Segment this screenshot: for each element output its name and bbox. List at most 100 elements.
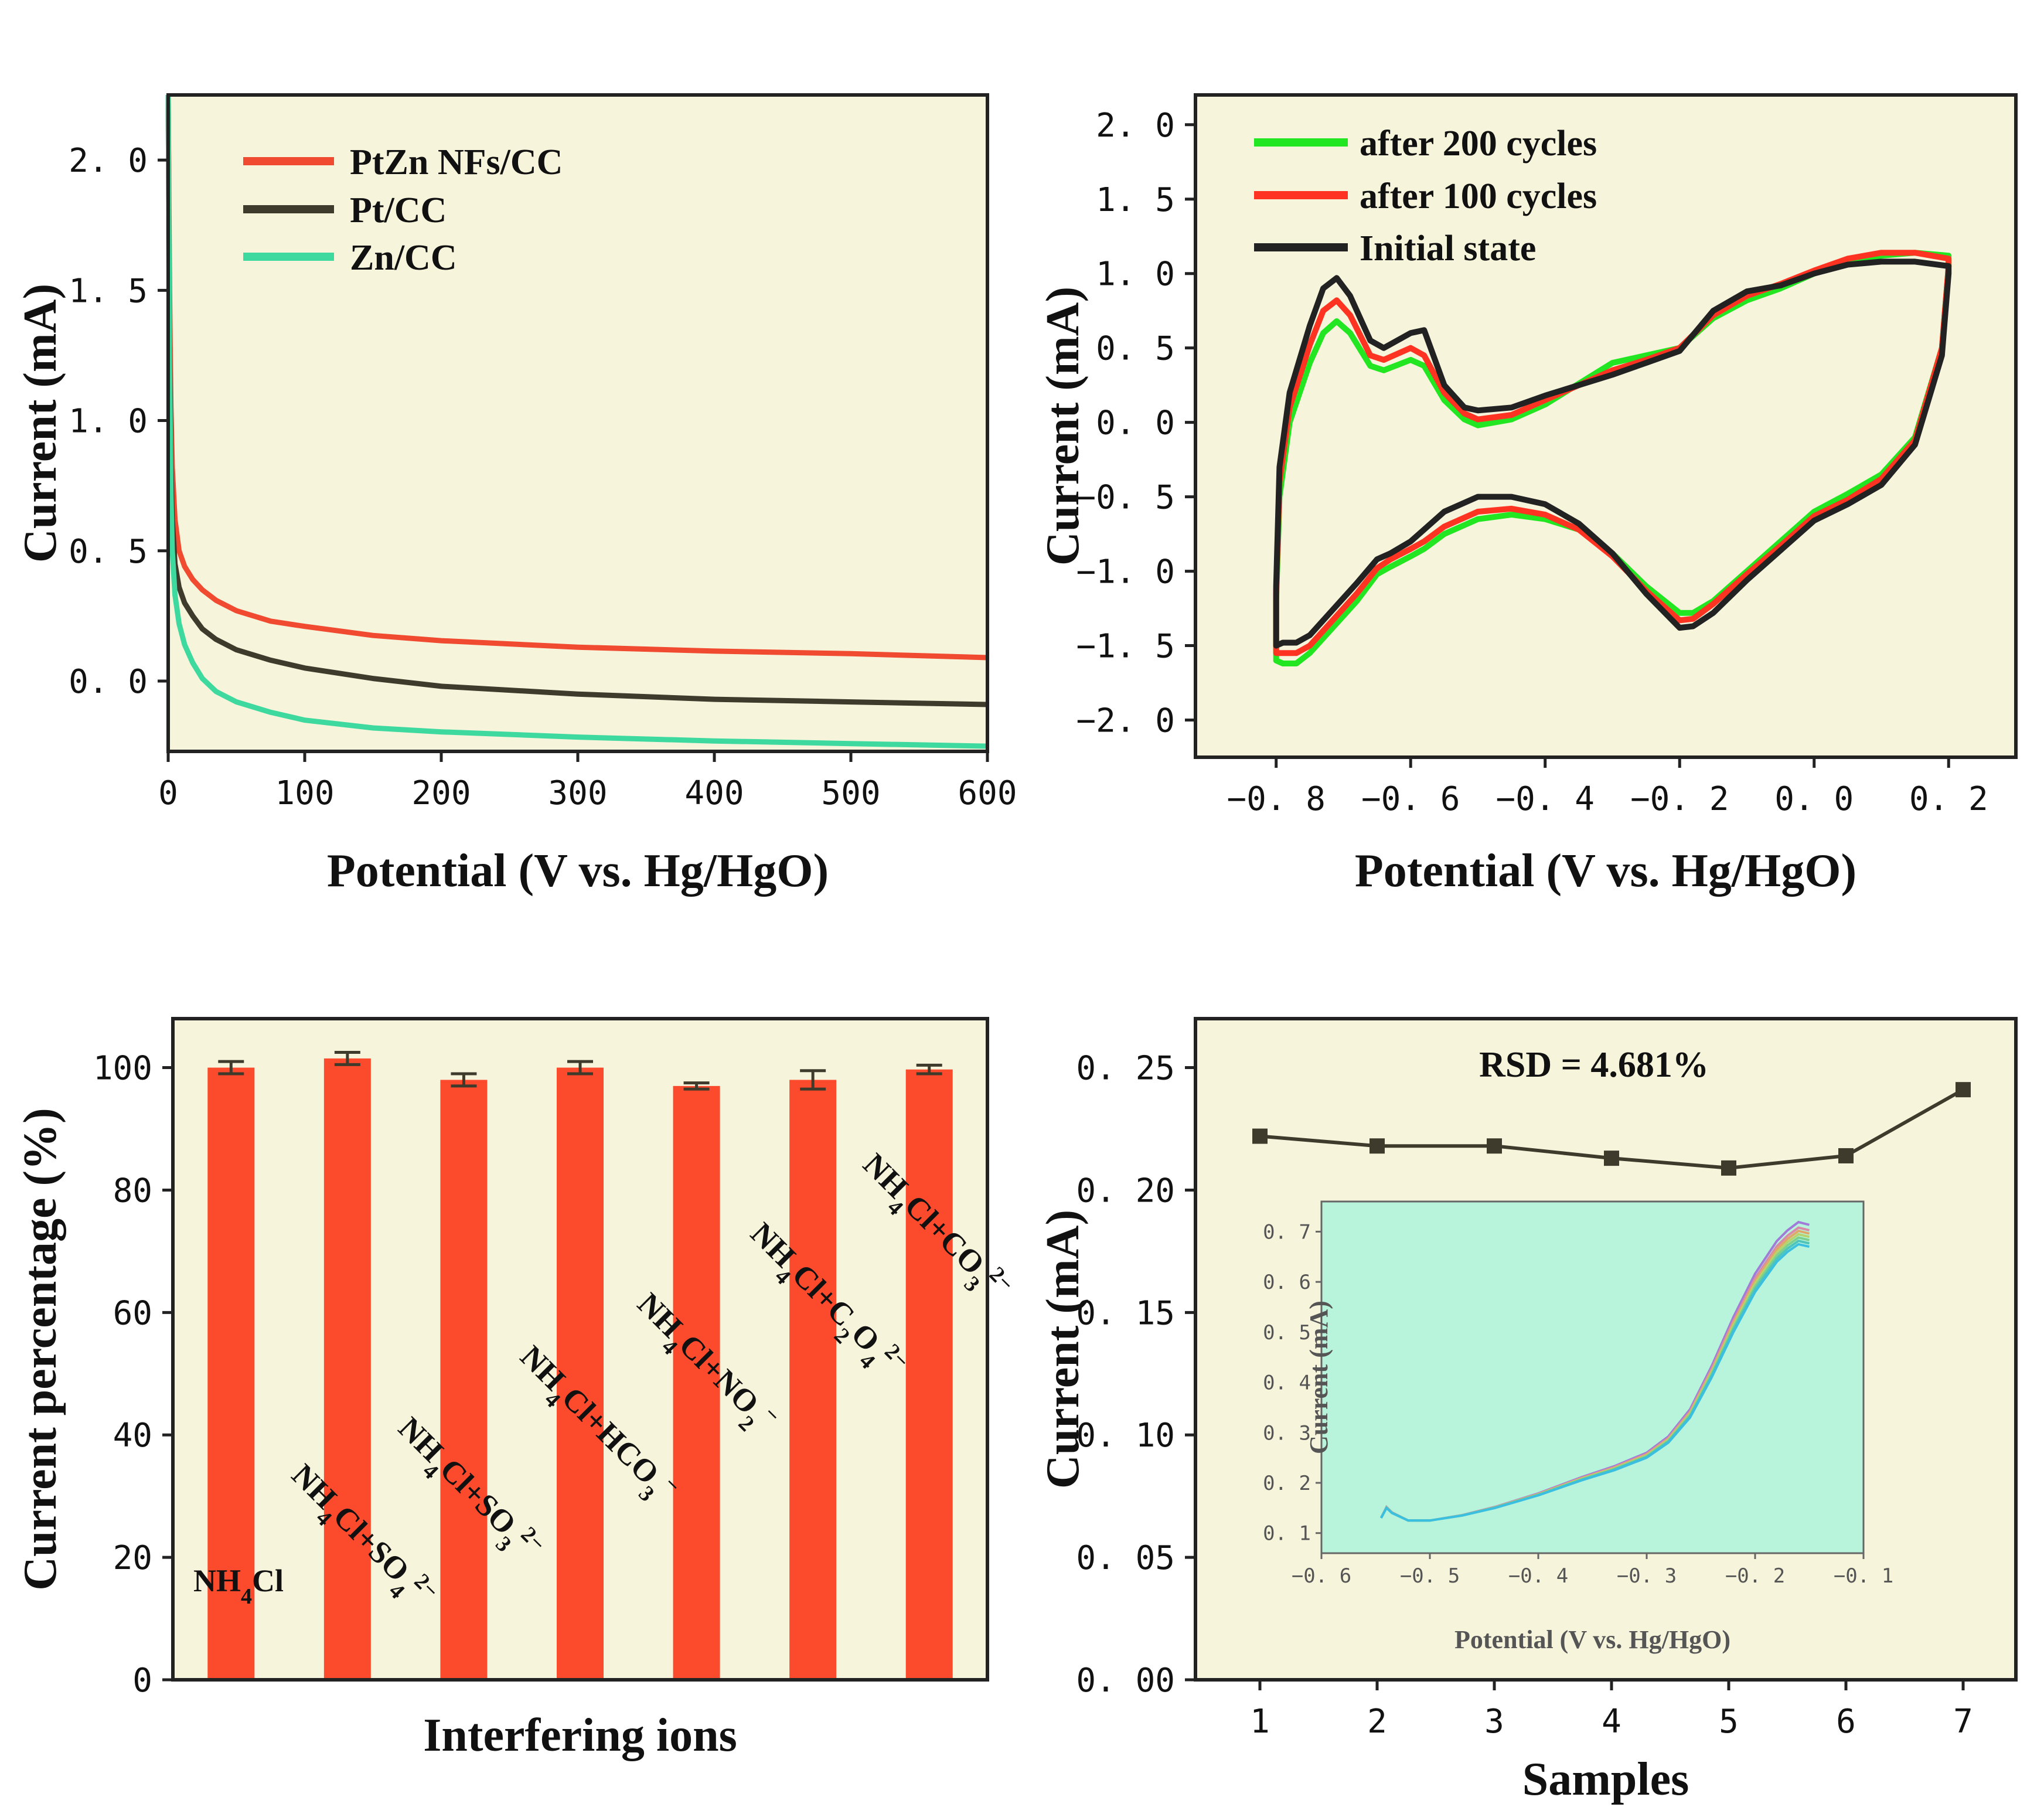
panel-a-legend-label-2: Pt/CC [350, 190, 447, 230]
panel-a-legend-label-1: PtZn NFs/CC [350, 142, 563, 182]
panel-a-y-tick-label: 1. 5 [69, 272, 148, 310]
panel-b-legend-label-3: Initial state [1360, 229, 1536, 268]
panel-c-bar-4 [557, 1067, 604, 1680]
panel-c-bar-3 [440, 1080, 488, 1680]
panel-b-x-tick-label: 0. 2 [1909, 780, 1988, 818]
panel-d-y-tick-label: 0. 25 [1076, 1050, 1175, 1088]
panel-a-plot-area [168, 95, 987, 751]
panel-c-x-axis-label: Interfering ions [423, 1710, 737, 1761]
panel-d-inset-y-tick-label: 0. 3 [1263, 1421, 1311, 1445]
panel-b-y-axis-label: Current (mA) [1037, 287, 1089, 566]
panel-b-x-tick-label: −0. 2 [1630, 780, 1729, 818]
panel-c-bar-6 [789, 1080, 837, 1680]
panel-a-x-axis-label: Potential (V vs. Hg/HgO) [327, 845, 829, 897]
panel-b-legend-label-2: after 100 cycles [1360, 176, 1597, 216]
panel-b-y-tick-label: −1. 5 [1076, 628, 1175, 666]
panel-a-x-tick-label: 500 [821, 774, 880, 812]
panel-a-series-line-3 [165, 94, 988, 749]
panel-d-inset-x-tick-label: −0. 4 [1508, 1564, 1568, 1588]
panel-b-y-tick-label: −1. 0 [1076, 553, 1175, 591]
panel-d-y-tick-label: 0. 05 [1076, 1539, 1175, 1577]
panel-c-y-tick-label: 0 [132, 1662, 152, 1700]
panel-d-inset-x-tick-label: −0. 3 [1617, 1564, 1677, 1588]
panel-d-data-point-6 [1838, 1148, 1854, 1163]
panel-b-x-tick-label: 0. 0 [1774, 780, 1854, 818]
panel-d-inset-x-tick-label: −0. 5 [1400, 1564, 1460, 1588]
panel-d-inset-series-line-1 [1380, 1243, 1810, 1522]
panel-a-x-tick-label: 200 [411, 774, 471, 812]
panel-d-data-point-5 [1721, 1160, 1736, 1176]
panel-c-annotation-part: 2− [984, 1262, 1018, 1296]
panel-c-bar-2 [323, 1058, 371, 1680]
panel-d-x-tick-label: 7 [1953, 1703, 1973, 1741]
panel-d-x-tick-label: 6 [1836, 1703, 1856, 1741]
panel-c-category-label-1: NH4Cl [193, 1563, 284, 1609]
panel-d-inset-x-tick-label: −0. 2 [1725, 1564, 1785, 1588]
panel-d-y-tick-label: 0. 20 [1076, 1172, 1175, 1210]
panel-b-y-tick-label: −2. 0 [1076, 702, 1175, 740]
panel-c-frame [171, 1017, 989, 1682]
panel-d-x-tick-label: 4 [1602, 1703, 1621, 1741]
panel-a-x-tick-label: 100 [275, 774, 334, 812]
panel-d-data-point-3 [1487, 1138, 1502, 1154]
panel-d-inset-x-tick-label: −0. 6 [1292, 1564, 1351, 1588]
panel-b-frame [1194, 93, 2018, 759]
panel-a-x-tick-label: 0 [158, 774, 178, 812]
panel-d-x-tick-label: 1 [1250, 1703, 1270, 1741]
panel-c-bar-1 [207, 1067, 255, 1680]
panel-d-y-tick-label: 0. 10 [1076, 1417, 1175, 1455]
panel-b-legend-label-1: after 200 cycles [1360, 124, 1597, 164]
panel-b-x-tick-label: −0. 6 [1361, 780, 1460, 818]
panel-d-inset-y-axis-label: Current (mA) [1304, 1301, 1333, 1454]
panel-d-inset-y-tick-label: 0. 4 [1263, 1371, 1311, 1395]
panel-c-y-tick-label: 20 [113, 1539, 152, 1577]
panel-a-y-tick-label: 0. 5 [69, 533, 148, 571]
panel-a-y-tick-label: 0. 0 [69, 663, 148, 701]
panel-c-y-axis-label: Current percentage (%) [15, 1108, 66, 1590]
panel-d-data-point-7 [1956, 1082, 1971, 1098]
panel-b-y-tick-label: 0. 0 [1096, 404, 1175, 443]
panel-d-rsd-annotation: RSD = 4.681% [1479, 1045, 1709, 1085]
panel-b-x-tick-label: −0. 4 [1495, 780, 1595, 818]
panel-b-series-line-3 [1273, 258, 1952, 649]
panel-c-y-tick-label: 80 [113, 1172, 152, 1210]
panel-d-inset-y-tick-label: 0. 5 [1263, 1321, 1311, 1345]
panel-b-y-tick-label: 0. 5 [1096, 330, 1175, 368]
panel-a-legend-label-3: Zn/CC [350, 238, 457, 278]
panel-c-annotation-part: 4 [241, 1584, 252, 1609]
panel-d-frame [1194, 1017, 2018, 1682]
panel-c-y-tick-label: 40 [113, 1417, 152, 1455]
panel-d-inset-y-tick-label: 0. 6 [1263, 1271, 1311, 1294]
panel-d-y-axis-label: Current (mA) [1037, 1210, 1089, 1489]
panel-d-inset-x-axis-label: Potential (V vs. Hg/HgO) [1454, 1625, 1730, 1654]
panel-c-y-tick-label: 100 [93, 1050, 152, 1088]
panel-c-bar-7 [905, 1069, 953, 1680]
panel-d-x-axis-label: Samples [1522, 1754, 1689, 1805]
panel-b-plot-area [1195, 95, 2016, 757]
panel-a-x-tick-label: 300 [548, 774, 607, 812]
panel-d-x-tick-label: 5 [1719, 1703, 1739, 1741]
panel-b-y-tick-label: 2. 0 [1096, 107, 1175, 145]
panel-d-inset-y-tick-label: 0. 7 [1263, 1220, 1311, 1244]
panel-a-y-tick-label: 2. 0 [69, 142, 148, 180]
panel-a-y-tick-label: 1. 0 [69, 403, 148, 441]
panel-d-data-point-2 [1370, 1138, 1385, 1154]
panel-c-annotation-part: NH [193, 1563, 241, 1598]
panel-d-inset-y-tick-label: 0. 2 [1263, 1472, 1311, 1495]
panel-d-data-point-1 [1252, 1128, 1268, 1144]
panel-c-y-tick-label: 60 [113, 1294, 152, 1332]
panel-d-inset-y-tick-label: 0. 1 [1263, 1522, 1311, 1546]
panel-c-bar-5 [673, 1085, 720, 1680]
panel-d-y-tick-label: 0. 00 [1076, 1662, 1175, 1700]
panel-a-x-tick-label: 600 [958, 774, 1017, 812]
panel-d-inset-x-tick-label: −0. 1 [1834, 1564, 1893, 1588]
panel-b-y-tick-label: −0. 5 [1076, 479, 1175, 517]
panel-b-x-tick-label: −0. 8 [1227, 780, 1326, 818]
panel-b-y-tick-label: 1. 5 [1096, 181, 1175, 219]
panel-d-y-tick-label: 0. 15 [1076, 1294, 1175, 1332]
panel-b-x-axis-label: Potential (V vs. Hg/HgO) [1355, 845, 1856, 897]
panel-d-x-tick-label: 3 [1484, 1703, 1504, 1741]
panel-d-x-tick-label: 2 [1367, 1703, 1387, 1741]
panel-b-y-tick-label: 1. 0 [1096, 256, 1175, 294]
